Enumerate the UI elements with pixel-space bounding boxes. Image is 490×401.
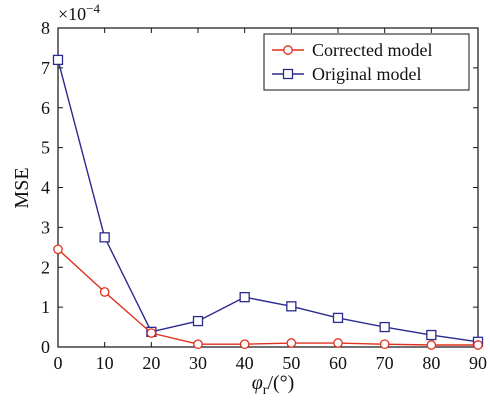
legend-label: Corrected model <box>312 40 432 60</box>
original-model-point <box>239 292 250 303</box>
legend-item-original-model: Original model <box>272 64 421 84</box>
corrected-model-point <box>379 339 390 350</box>
x-axis-ticks: 0 10 20 30 40 50 60 70 80 90 <box>54 28 487 373</box>
original-model-point <box>426 329 437 341</box>
x-axis-symbol: φ <box>252 372 263 394</box>
original-model-point <box>379 321 390 333</box>
x-tick-label: 10 <box>96 353 114 373</box>
original-model-point <box>99 232 110 243</box>
legend-label: Original model <box>312 64 421 84</box>
y-tick-label: 4 <box>41 178 50 198</box>
original-model-point <box>192 315 204 327</box>
multiplier-base: ×10 <box>58 4 86 24</box>
corrected-model-point <box>99 287 110 297</box>
x-tick-label: 50 <box>282 353 300 373</box>
y-tick-label: 3 <box>41 217 50 237</box>
x-tick-label: 60 <box>329 353 347 373</box>
y-tick-label: 0 <box>41 337 50 357</box>
corrected-model-point <box>239 339 250 350</box>
y-tick-label: 5 <box>41 138 50 158</box>
original-model-series <box>52 54 484 347</box>
corrected-model-point <box>426 340 437 350</box>
y-tick-label: 1 <box>41 297 50 317</box>
original-model-point <box>332 312 344 324</box>
legend-original-model-point <box>282 68 294 80</box>
corrected-model-line <box>57 248 478 346</box>
corrected-model-point <box>193 339 203 350</box>
series-layer <box>52 54 484 350</box>
x-tick-label: 40 <box>236 353 254 373</box>
multiplier-exponent: −4 <box>86 1 100 16</box>
x-tick-label: 20 <box>142 353 160 373</box>
y-axis-ticks: 0 1 2 3 4 5 6 7 8 <box>41 18 478 357</box>
x-axis-unit: /(°) <box>267 372 294 394</box>
x-tick-label: 70 <box>376 353 394 373</box>
y-tick-label: 8 <box>41 18 50 38</box>
original-model-line <box>57 59 479 343</box>
y-axis-multiplier: ×10−4 <box>58 1 100 24</box>
y-tick-label: 2 <box>41 257 50 277</box>
legend-item-corrected-model: Corrected model <box>272 40 432 60</box>
legend: Corrected model Original model <box>263 33 470 91</box>
y-axis-label: MSE <box>11 167 33 208</box>
original-model-point <box>52 54 64 66</box>
y-tick-label: 6 <box>41 98 50 118</box>
svg-text:×10−4: ×10−4 <box>58 1 100 24</box>
corrected-model-point <box>473 340 483 350</box>
x-tick-label: 0 <box>54 353 63 373</box>
x-tick-label: 90 <box>469 353 487 373</box>
legend-box <box>263 33 470 91</box>
x-tick-label: 30 <box>189 353 207 373</box>
y-tick-label: 7 <box>41 58 50 78</box>
corrected-model-point <box>53 244 63 255</box>
corrected-model-point <box>146 328 157 338</box>
x-tick-label: 80 <box>422 353 440 373</box>
legend-corrected-model-point <box>283 45 293 55</box>
original-model-point <box>286 301 297 312</box>
corrected-model-point <box>286 338 297 348</box>
x-axis-label: φr/(°) <box>252 372 295 398</box>
x-axis-subscript: r <box>263 383 268 398</box>
corrected-model-series <box>53 244 483 350</box>
corrected-model-point <box>333 338 343 348</box>
